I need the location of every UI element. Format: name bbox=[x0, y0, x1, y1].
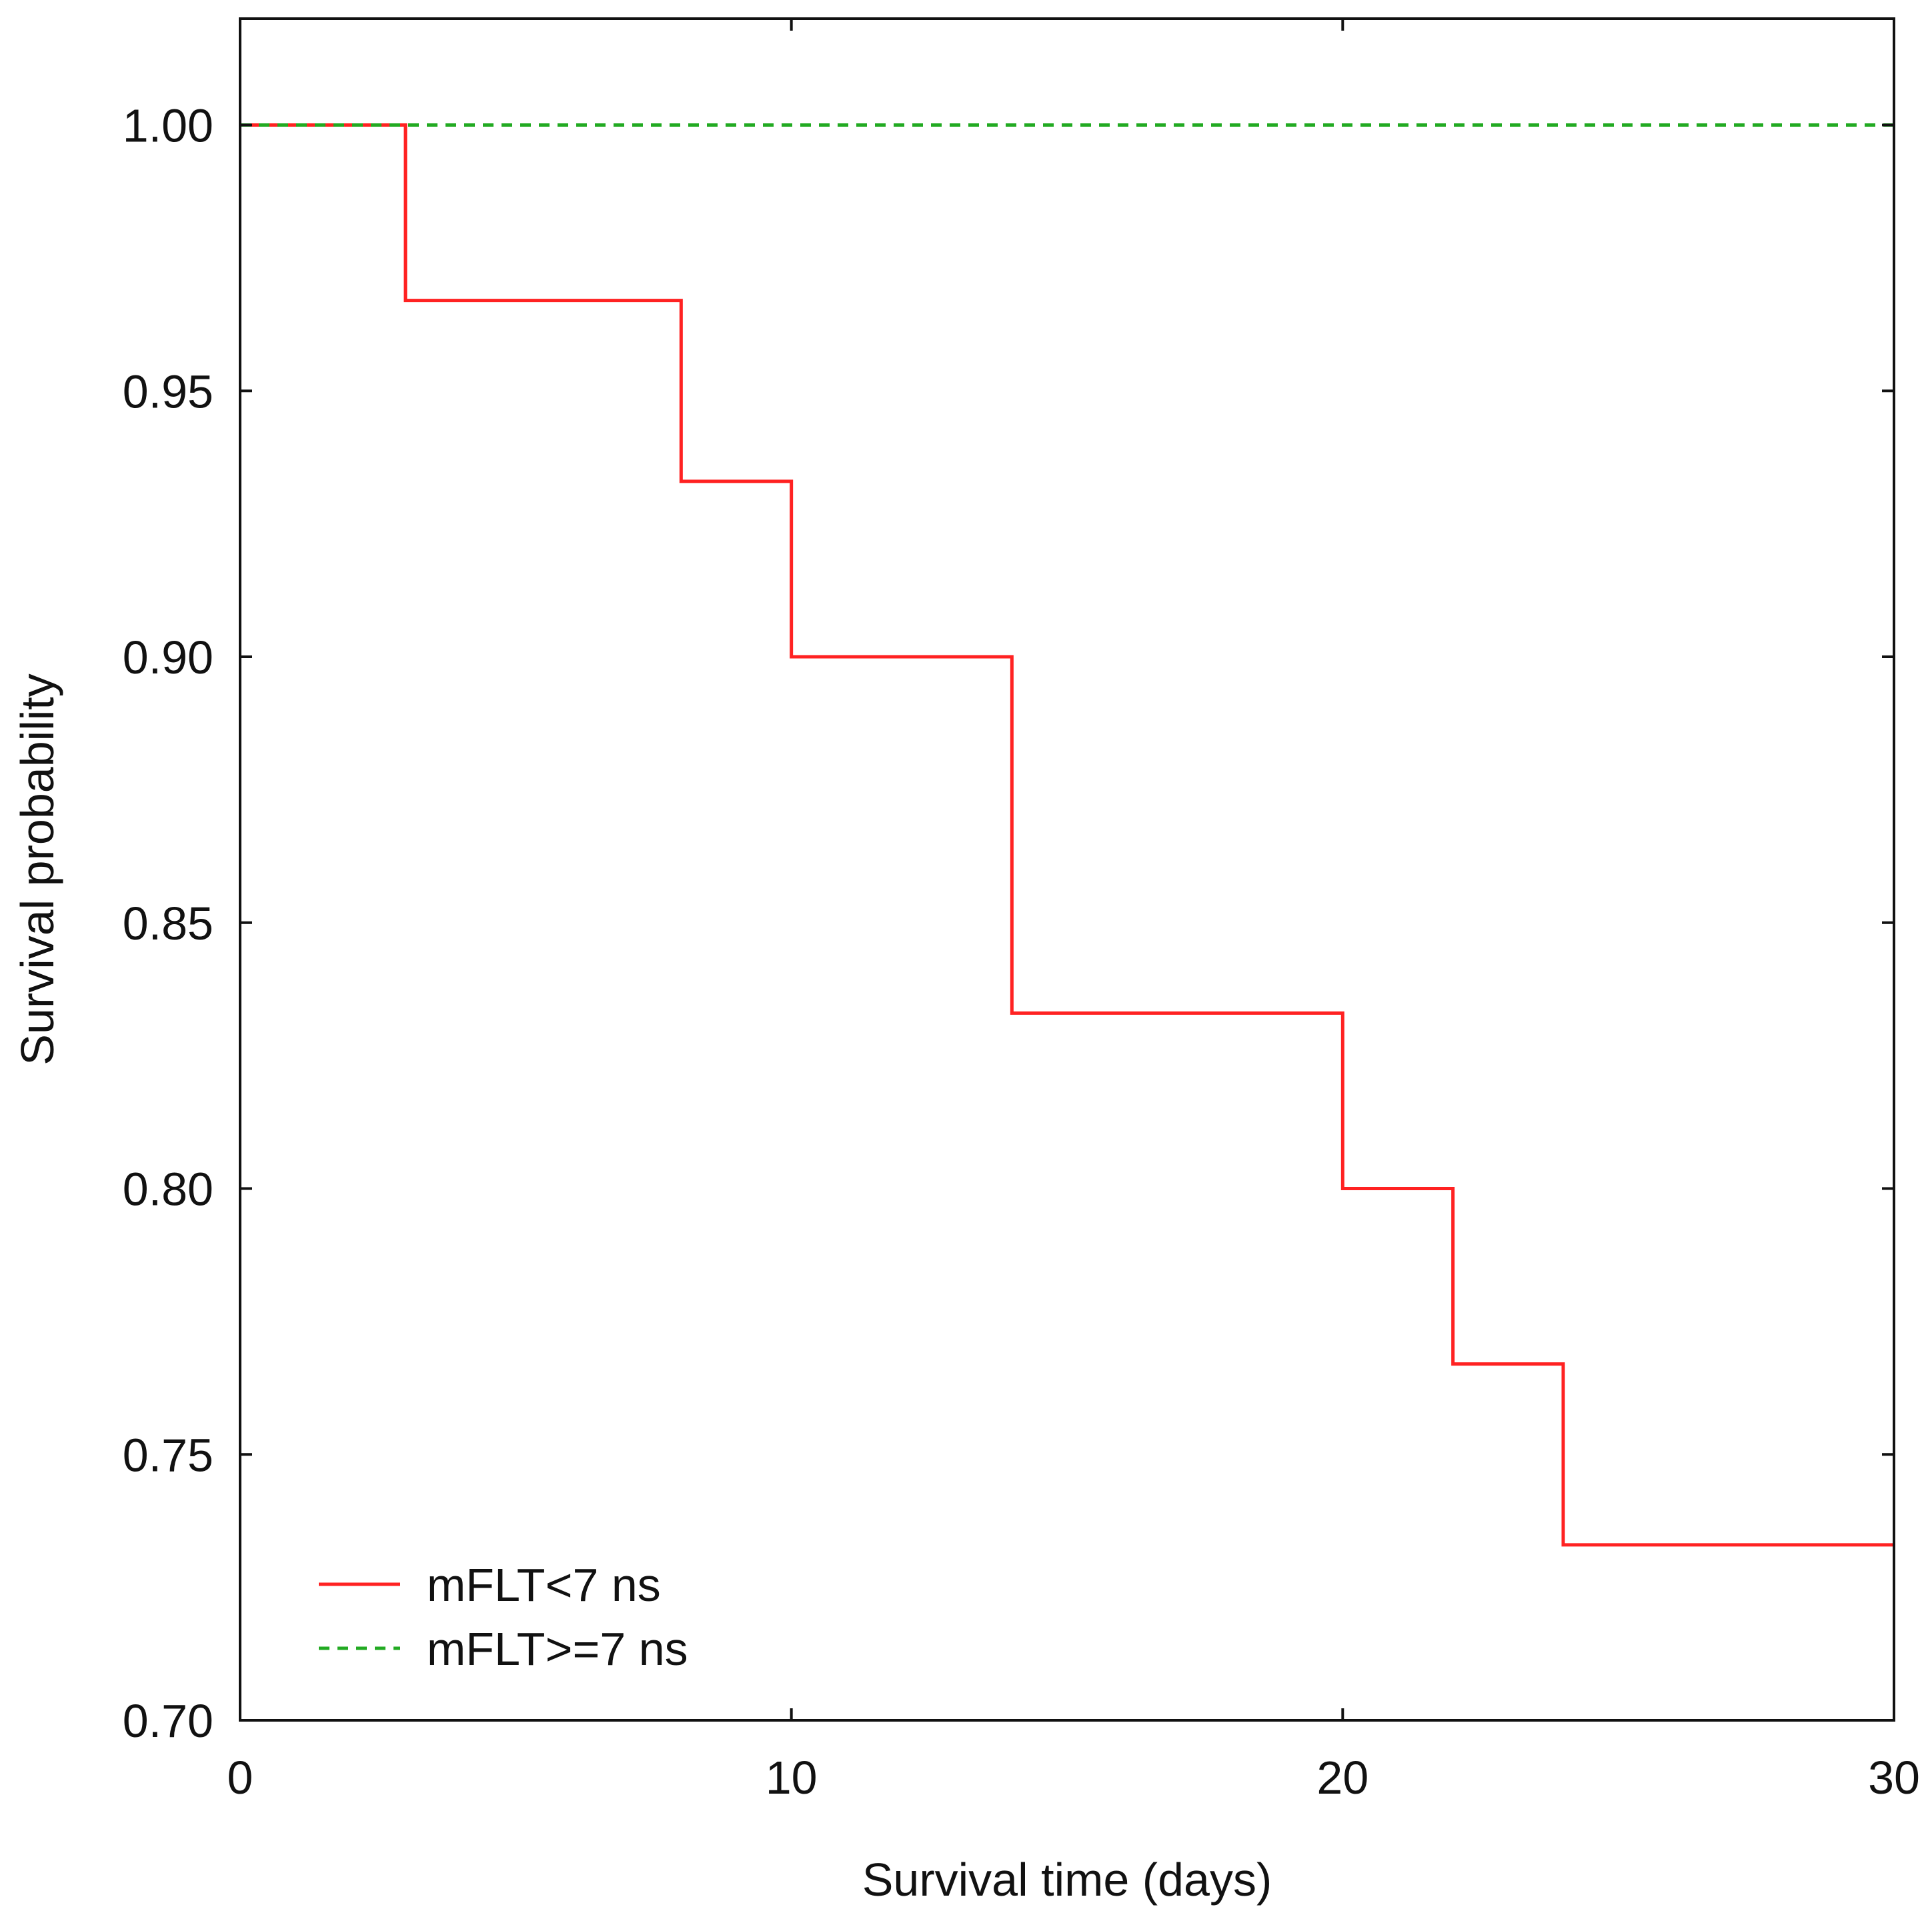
legend: mFLT<7 ns mFLT>=7 ns bbox=[319, 1559, 688, 1675]
x-tick-label: 10 bbox=[766, 1752, 818, 1804]
y-axis-title: Survival probability bbox=[11, 673, 63, 1065]
legend-label-mflt-ge-7: mFLT>=7 ns bbox=[427, 1623, 688, 1675]
y-tick-label: 0.80 bbox=[123, 1164, 213, 1216]
y-tick-label: 1.00 bbox=[123, 100, 213, 152]
x-tick-label: 20 bbox=[1316, 1752, 1368, 1804]
axis-layer: 0 10 20 30 0.70 0.75 0.80 0.85 0.90 0.95 1.00 Survi… bbox=[11, 17, 1920, 1906]
x-axis-title: Survival time (days) bbox=[862, 1854, 1272, 1906]
y-tick-label: 0.75 bbox=[123, 1429, 213, 1481]
y-tick-label: 0.90 bbox=[123, 631, 213, 683]
y-tick-label: 0.70 bbox=[123, 1695, 213, 1747]
series-line-mflt-lt-7 bbox=[240, 123, 1894, 1547]
x-tick-label: 30 bbox=[1868, 1752, 1920, 1804]
x-tick-label: 0 bbox=[227, 1752, 253, 1804]
y-tick-label: 0.85 bbox=[123, 897, 213, 949]
plot-frame bbox=[239, 17, 1895, 1722]
plot-layer bbox=[240, 123, 1894, 1547]
legend-label-mflt-lt-7: mFLT<7 ns bbox=[427, 1559, 661, 1611]
y-tick-label: 0.95 bbox=[123, 365, 213, 417]
